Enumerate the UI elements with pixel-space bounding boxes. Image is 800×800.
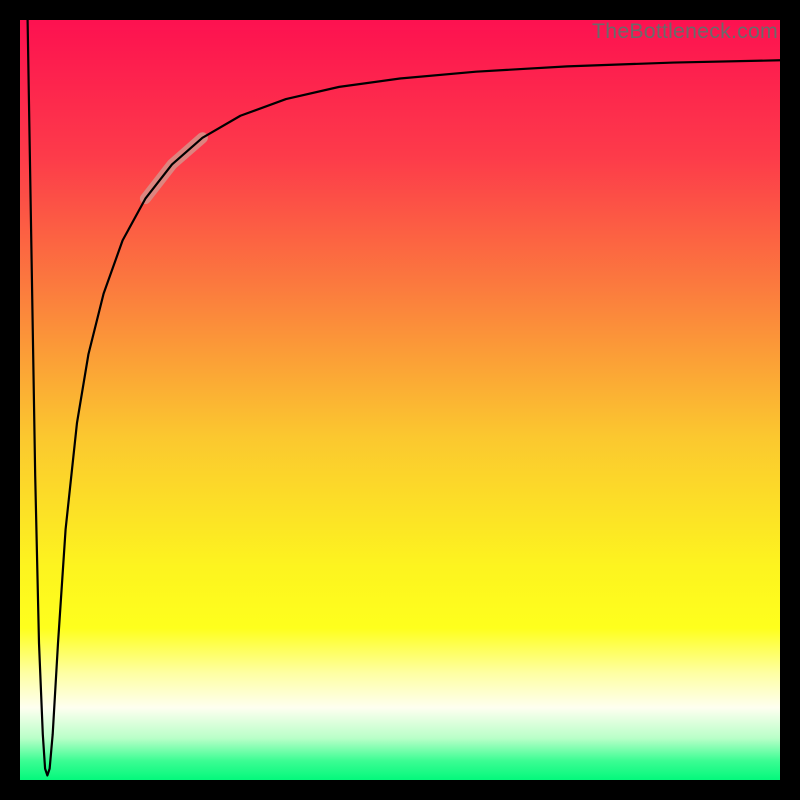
chart-frame: TheBottleneck.com [0, 0, 800, 800]
watermark-text: TheBottleneck.com [592, 19, 778, 44]
highlight-segment [145, 138, 202, 199]
curve-overlay [20, 20, 780, 780]
plot-area: TheBottleneck.com [20, 20, 780, 780]
bottleneck-curve [28, 20, 780, 775]
